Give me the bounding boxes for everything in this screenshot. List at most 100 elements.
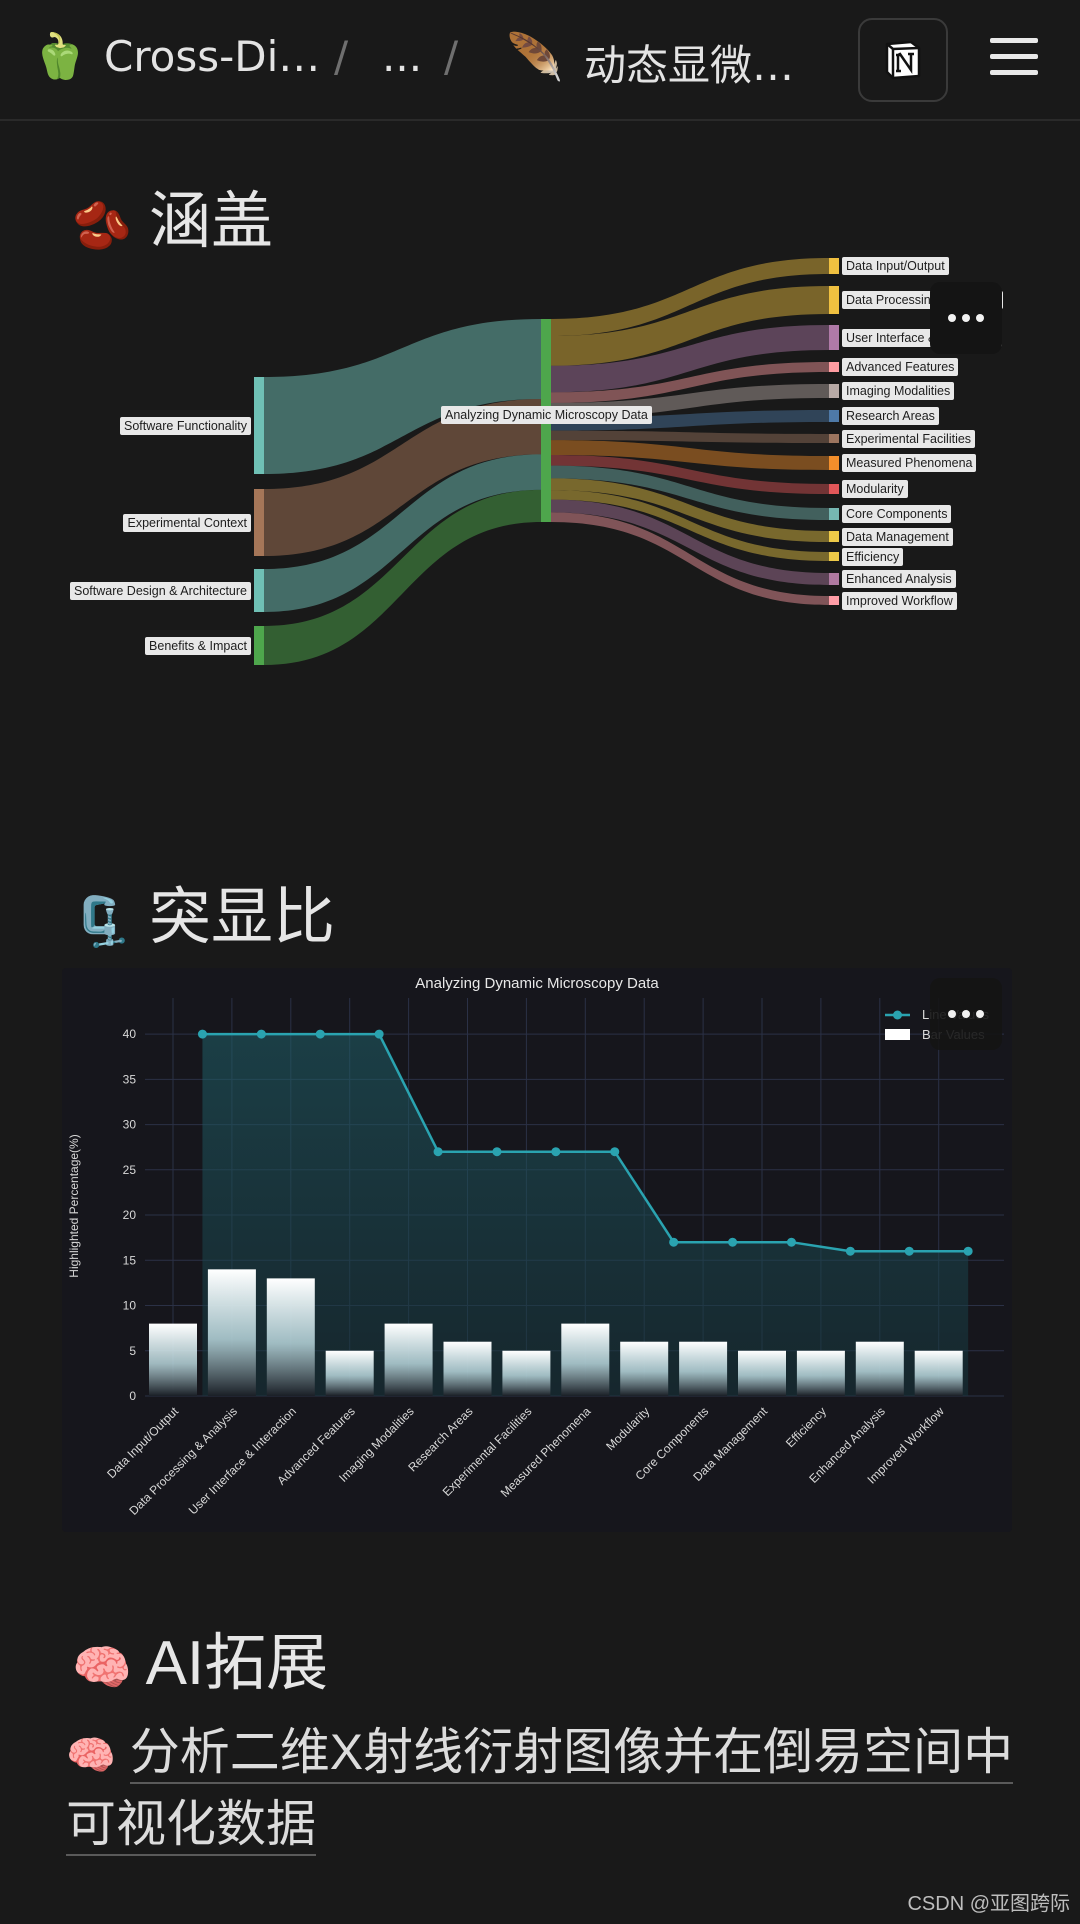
breadcrumb-page-title[interactable]: 动态显微… — [584, 41, 795, 90]
sankey-node — [829, 508, 839, 520]
page-emoji-icon[interactable]: 🪶 — [506, 30, 564, 84]
ai-item-link[interactable]: 🧠 分析二维X射线衍射图像并在倒易空间中 — [66, 1712, 1014, 1784]
sankey-node-label: Software Design & Architecture — [70, 581, 251, 600]
line-point — [492, 1147, 502, 1157]
sankey-node — [829, 434, 839, 443]
line-point — [197, 1029, 207, 1039]
sankey-link — [264, 399, 541, 556]
bar — [679, 1341, 728, 1396]
hamburger-menu-icon[interactable] — [990, 38, 1038, 82]
bar — [384, 1323, 433, 1396]
beans-emoji-icon: 🫘 — [72, 200, 132, 253]
sankey-node-label: Research Areas — [842, 407, 939, 425]
sankey-node — [829, 325, 839, 350]
sankey-link — [551, 465, 829, 520]
legend-bar-swatch — [885, 1029, 910, 1040]
bar — [149, 1323, 197, 1396]
sankey-node-label: Experimental Facilities — [842, 429, 976, 448]
sankey-link — [551, 478, 829, 542]
workspace-emoji-icon[interactable]: 🫑 — [32, 31, 87, 82]
breadcrumb-workspace[interactable]: Cross-Di… — [104, 32, 321, 81]
highlight-title: 突显比 — [149, 883, 336, 952]
ai-item-line1[interactable]: 分析二维X射线衍射图像并在倒易空间中 — [129, 1724, 1014, 1784]
sankey-node — [254, 569, 264, 612]
y-tick-label: 35 — [123, 1072, 137, 1086]
sankey-link — [551, 430, 829, 443]
sankey-svg — [254, 258, 839, 665]
sankey-node — [829, 384, 839, 398]
line-point — [610, 1147, 620, 1157]
x-tick-label: Modularity — [603, 1404, 652, 1453]
bar — [325, 1350, 374, 1396]
bar — [561, 1323, 610, 1396]
top-bar: 🫑 Cross-Di… / ... / 🪶 动态显微… — [0, 0, 1080, 121]
sankey-node — [829, 596, 839, 605]
sankey-link — [551, 440, 829, 470]
sankey-link — [551, 490, 829, 561]
bar — [620, 1341, 669, 1396]
line-point — [551, 1147, 561, 1157]
y-axis-label: Highlighted Percentage(%) — [67, 1134, 81, 1277]
sankey-link — [264, 489, 541, 665]
sankey-node-label: Data Input/Output — [842, 257, 949, 275]
dot-icon — [948, 1010, 956, 1018]
dot-icon — [962, 1010, 970, 1018]
sankey-node-label: Benefits & Impact — [145, 636, 251, 655]
sankey-node — [829, 456, 839, 470]
sankey-node — [829, 552, 839, 561]
line-point — [728, 1237, 738, 1247]
line-series — [202, 1032, 969, 1253]
y-tick-label: 20 — [123, 1208, 137, 1222]
watermark: CSDN @亚图跨际 — [907, 1893, 1070, 1915]
line-point — [786, 1237, 796, 1247]
line-point — [669, 1237, 679, 1247]
sankey-link — [551, 362, 829, 403]
sankey-node — [829, 362, 839, 372]
more-options-button[interactable] — [930, 978, 1002, 1050]
bar — [502, 1350, 551, 1396]
line-point — [433, 1147, 443, 1157]
sankey-node — [829, 484, 839, 494]
sankey-node — [254, 626, 264, 665]
sankey-link — [551, 258, 829, 337]
bar — [443, 1341, 492, 1396]
sankey-node — [254, 489, 264, 556]
y-tick-label: 0 — [129, 1389, 136, 1403]
ai-item-link-cont[interactable]: 可视化数据 — [66, 1784, 316, 1856]
sankey-node — [829, 410, 839, 422]
sankey-diagram: Software Functionality Experimental Conte… — [0, 240, 1080, 770]
line-point — [256, 1029, 266, 1039]
dot-icon — [948, 314, 956, 322]
line-point — [374, 1029, 384, 1039]
y-tick-label: 25 — [123, 1163, 137, 1177]
combo-chart: 0 5 10 15 20 25 30 35 40 Analyzing Dynamic Micros… — [62, 968, 1012, 1532]
more-options-button[interactable] — [930, 282, 1002, 354]
notion-logo-icon — [885, 40, 921, 80]
sankey-node-label: Software Functionality — [120, 416, 251, 435]
brain-emoji-icon: 🧠 — [66, 1734, 116, 1778]
sankey-link — [551, 410, 829, 431]
sankey-link — [264, 454, 541, 612]
sankey-node-label: Enhanced Analysis — [842, 570, 956, 588]
breadcrumb-separator: / — [334, 32, 349, 81]
clamp-emoji-icon: 🗜️ — [72, 896, 132, 949]
y-tick-label: 15 — [123, 1253, 137, 1267]
sankey-link — [551, 286, 829, 366]
sankey-node-label: Modularity — [842, 480, 908, 498]
sankey-link — [551, 325, 829, 393]
notion-button[interactable] — [858, 18, 948, 102]
chart-title: Analyzing Dynamic Microscopy Data — [415, 975, 659, 992]
ai-title: AI拓展 — [145, 1629, 329, 1698]
chart-svg: 0 5 10 15 20 25 30 35 40 Analyzing Dynamic Micros… — [67, 975, 1004, 1518]
line-point — [315, 1029, 325, 1039]
breadcrumb-ellipsis[interactable]: ... — [382, 32, 423, 81]
brain-emoji-icon: 🧠 — [72, 1642, 132, 1695]
x-tick-label: Data Processing & Analysis — [126, 1404, 240, 1518]
sankey-link — [264, 319, 541, 474]
ai-item-line2[interactable]: 可视化数据 — [66, 1796, 316, 1856]
coverage-title: 涵盖 — [149, 187, 274, 256]
sankey-node-label: Improved Workflow — [842, 591, 957, 610]
sankey-node-label: Advanced Features — [842, 358, 959, 376]
bar — [855, 1341, 904, 1396]
y-tick-label: 5 — [129, 1344, 136, 1358]
